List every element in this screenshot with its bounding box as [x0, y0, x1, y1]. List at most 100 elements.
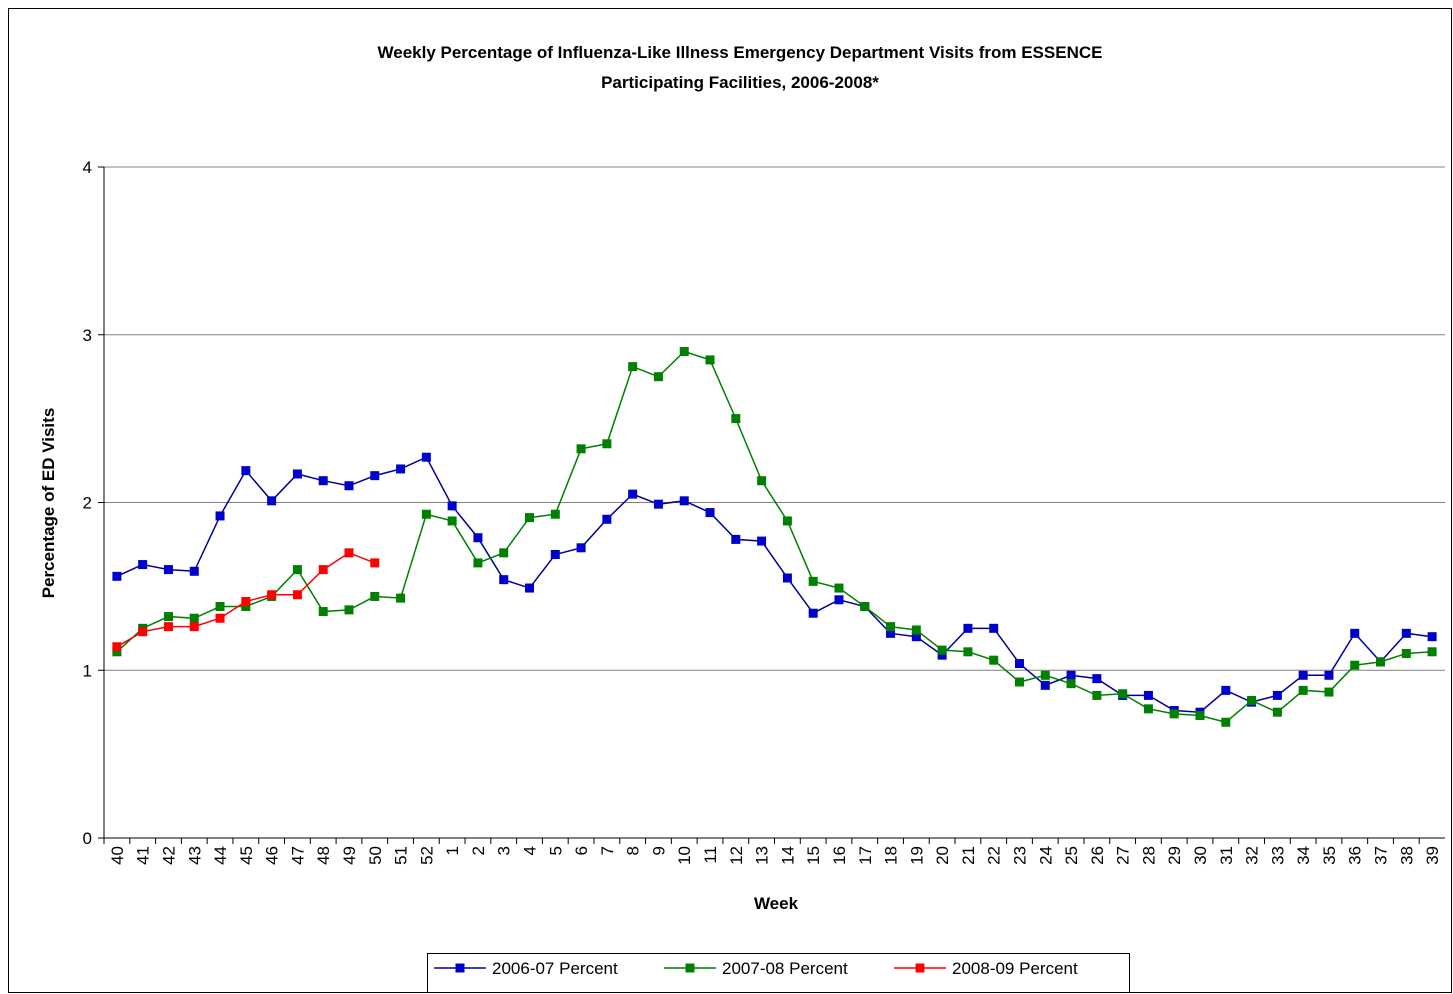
data-point [318, 476, 328, 486]
legend-marker [685, 963, 695, 973]
data-point [757, 476, 767, 486]
data-point [292, 590, 302, 600]
x-tick-label: 35 [1320, 846, 1339, 865]
data-point [731, 414, 741, 424]
x-tick-label: 32 [1243, 846, 1262, 865]
data-point [241, 466, 251, 476]
x-tick-label: 27 [1114, 846, 1133, 865]
x-tick-label: 4 [521, 846, 540, 855]
x-tick-label: 34 [1294, 846, 1313, 865]
data-point [138, 627, 148, 637]
data-point [370, 591, 380, 601]
data-point [112, 647, 122, 657]
data-point [370, 471, 380, 481]
x-tick-label: 3 [495, 846, 514, 855]
data-point [1324, 687, 1334, 697]
data-point [447, 501, 457, 511]
data-point [163, 565, 173, 575]
data-point [1272, 690, 1282, 700]
data-point [989, 655, 999, 665]
data-point [834, 583, 844, 593]
data-point [1092, 690, 1102, 700]
x-tick-label: 42 [159, 846, 178, 865]
x-tick-label: 15 [804, 846, 823, 865]
data-point [525, 583, 535, 593]
data-point [1066, 670, 1076, 680]
data-point [215, 602, 225, 612]
data-point [1221, 717, 1231, 727]
data-point [963, 647, 973, 657]
data-point [679, 347, 689, 357]
data-point [1401, 628, 1411, 638]
data-point [499, 548, 509, 558]
chart-border [8, 8, 1452, 993]
data-point [731, 534, 741, 544]
data-point [808, 576, 818, 586]
data-point [911, 632, 921, 642]
data-point [112, 571, 122, 581]
data-point [1143, 690, 1153, 700]
data-point [267, 590, 277, 600]
data-point [189, 622, 199, 632]
legend-label: 2006-07 Percent [492, 959, 618, 978]
x-tick-label: 31 [1217, 846, 1236, 865]
y-tick-label: 1 [83, 661, 92, 680]
data-point [628, 489, 638, 499]
data-point [550, 509, 560, 519]
x-tick-label: 6 [572, 846, 591, 855]
series-line [116, 456, 1433, 713]
x-tick-label: 45 [237, 846, 256, 865]
data-point [241, 602, 251, 612]
x-tick-label: 33 [1268, 846, 1287, 865]
data-point [318, 565, 328, 575]
data-point [1040, 680, 1050, 690]
data-point [370, 558, 380, 568]
data-point [267, 496, 277, 506]
x-tick-label: 11 [701, 846, 720, 864]
y-tick-label: 0 [83, 829, 92, 848]
data-point [473, 533, 483, 543]
data-point [1350, 628, 1360, 638]
x-tick-label: 40 [108, 846, 127, 865]
data-point [1143, 704, 1153, 714]
data-point [473, 558, 483, 568]
data-point [937, 645, 947, 655]
data-point [1324, 670, 1334, 680]
x-tick-label: 8 [624, 846, 643, 855]
data-point [1014, 659, 1024, 669]
data-point [396, 593, 406, 603]
data-point [1350, 660, 1360, 670]
x-tick-label: 26 [1088, 846, 1107, 865]
data-point [860, 602, 870, 612]
data-point [318, 607, 328, 617]
data-point [937, 650, 947, 660]
data-point [292, 469, 302, 479]
data-point [576, 444, 586, 454]
data-point [602, 439, 612, 449]
data-point [421, 509, 431, 519]
x-tick-label: 46 [263, 846, 282, 865]
data-point [447, 516, 457, 526]
y-tick-label: 3 [83, 326, 92, 345]
data-point [215, 511, 225, 521]
data-point [163, 622, 173, 632]
data-point [886, 628, 896, 638]
x-tick-label: 20 [933, 846, 952, 865]
x-tick-label: 50 [366, 846, 385, 865]
data-point [705, 355, 715, 365]
data-point [1014, 677, 1024, 687]
x-tick-label: 18 [882, 846, 901, 865]
data-point [215, 613, 225, 623]
x-tick-label: 29 [1165, 846, 1184, 865]
x-tick-label: 12 [727, 846, 746, 865]
y-axis-label: Percentage of ED Visits [39, 408, 58, 599]
chart-title: Participating Facilities, 2006-2008* [601, 73, 879, 92]
data-point [189, 613, 199, 623]
data-point [241, 596, 251, 606]
x-tick-label: 13 [753, 846, 772, 865]
data-point [421, 452, 431, 462]
data-point [1427, 632, 1437, 642]
data-point [1427, 647, 1437, 657]
x-tick-label: 28 [1139, 846, 1158, 865]
